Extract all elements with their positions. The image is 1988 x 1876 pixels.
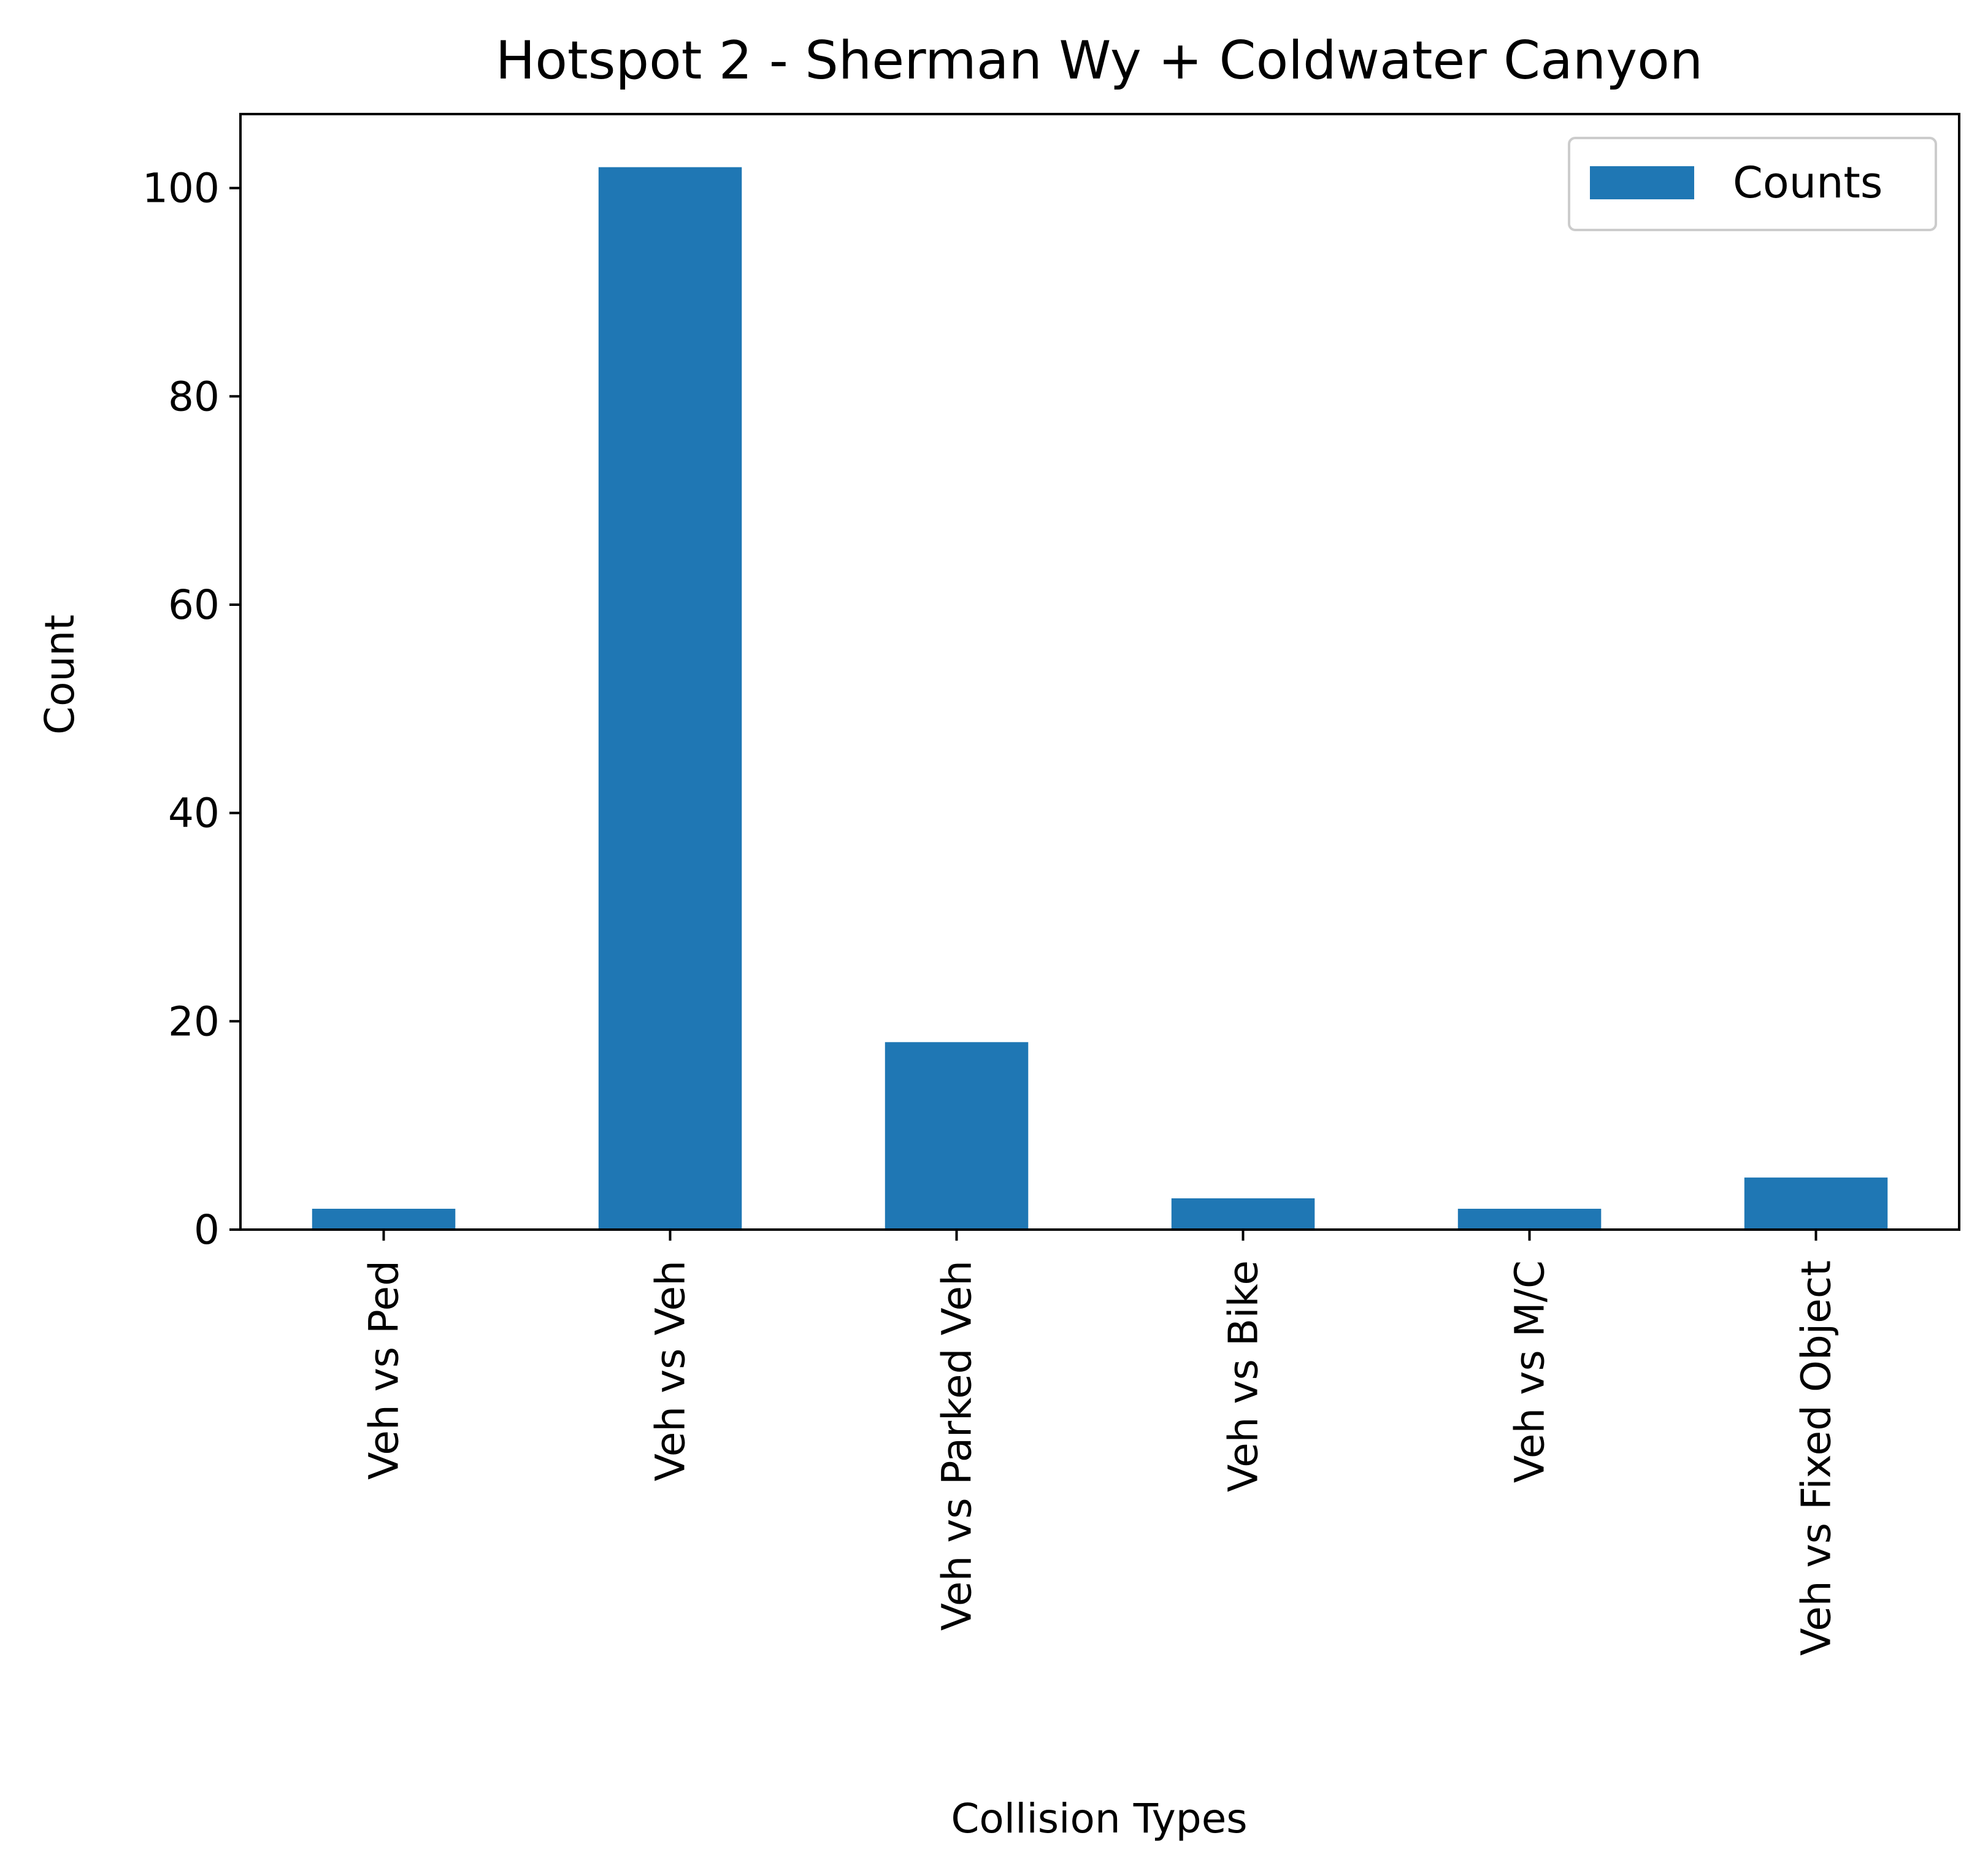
x-tick-label-5: Veh vs Fixed Object [1793,1260,1840,1656]
bar-3 [1171,1198,1315,1230]
x-tick-label-3: Veh vs Bike [1220,1260,1267,1492]
x-tick-label-2: Veh vs Parked Veh [934,1260,981,1631]
bars-group [312,167,1888,1230]
legend-box [1568,137,1937,231]
y-tick-label-4: 80 [168,373,220,420]
bar-0 [312,1209,456,1230]
x-tick-label-4: Veh vs M/C [1506,1260,1554,1483]
axes-frame [239,113,1960,1231]
chart-title: Hotspot 2 - Sherman Wy + Coldwater Canyo… [496,30,1703,91]
y-tick-label-0: 0 [194,1206,220,1254]
y-axis-ticks: 0 20 40 60 80 100 [142,165,240,1254]
x-axis-ticks: Veh vs Ped Veh vs Veh Veh vs Parked Veh Veh… [361,1230,1840,1656]
legend-label: Counts [1733,158,1882,208]
bar-1 [598,167,742,1230]
legend-swatch [1590,166,1694,199]
y-tick-label-1: 20 [168,998,220,1045]
bar-4 [1457,1209,1602,1230]
x-axis-label: Collision Types [951,1795,1247,1842]
bar-2 [885,1042,1029,1230]
x-tick-label-1: Veh vs Veh [647,1260,694,1481]
legend: Counts [1568,137,1937,231]
y-tick-label-2: 40 [168,790,220,837]
x-tick-label-0: Veh vs Ped [361,1260,408,1480]
y-axis-label: Count [36,614,83,735]
bar-5 [1744,1177,1888,1230]
y-tick-label-3: 60 [168,581,220,629]
y-tick-label-5: 100 [142,165,220,212]
